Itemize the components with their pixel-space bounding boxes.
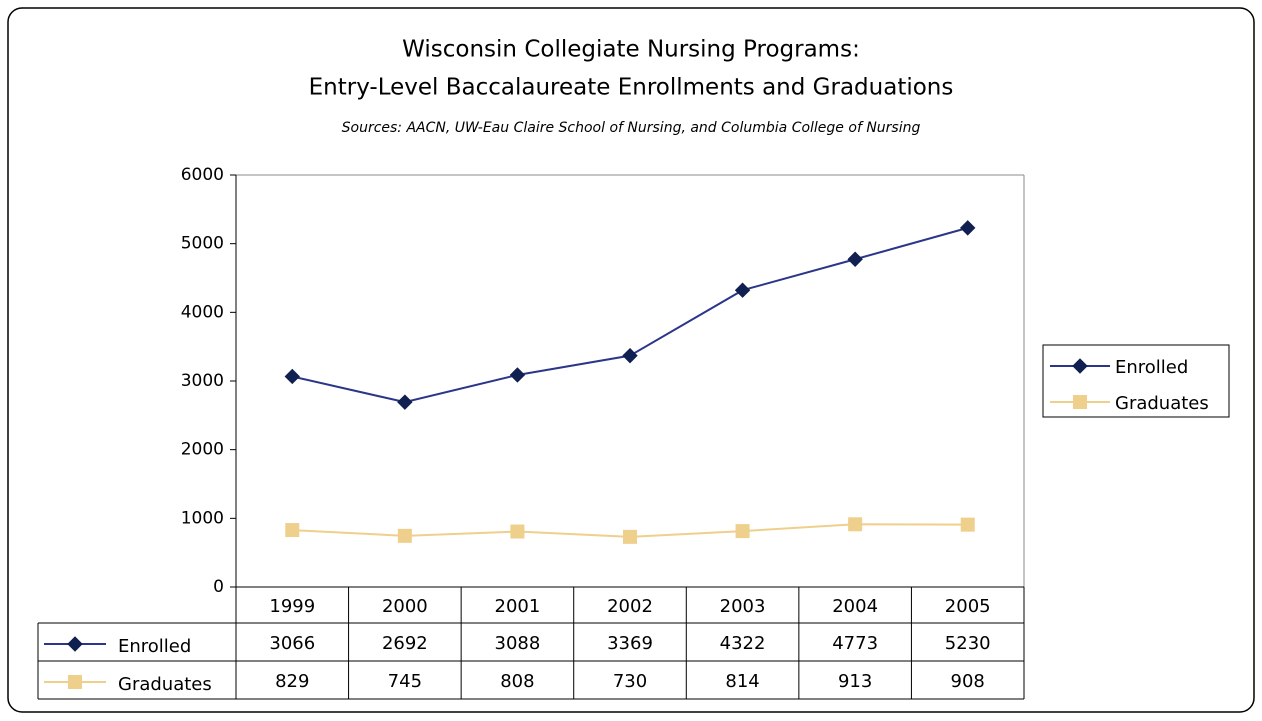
x-tick-label: 2004: [832, 596, 878, 617]
table-row-label: Enrolled: [118, 636, 191, 657]
data-point: [848, 517, 863, 532]
data-point: [510, 524, 525, 539]
data-point: [960, 517, 975, 532]
data-point: [509, 367, 526, 383]
y-tick-label: 1000: [181, 508, 224, 528]
y-tick-label: 3000: [181, 371, 224, 391]
table-cell: 5230: [945, 633, 991, 654]
data-point: [623, 529, 637, 544]
data-point: [960, 220, 976, 236]
x-tick-label: 2002: [607, 596, 653, 617]
y-tick-label: 2000: [181, 440, 224, 460]
data-point: [735, 524, 750, 539]
data-point: [622, 347, 638, 364]
table-cell: 913: [838, 671, 872, 692]
y-tick-label: 0: [213, 577, 224, 597]
y-tick-label: 6000: [181, 165, 224, 185]
chart-title: Entry-Level Baccalaureate Enrollments an…: [309, 75, 954, 101]
x-tick-label: 2000: [382, 596, 428, 617]
x-tick-label: 2005: [945, 596, 991, 617]
table-cell: 745: [388, 671, 422, 692]
data-point: [847, 251, 863, 267]
x-tick-label: 1999: [269, 596, 315, 617]
table-cell: 3088: [495, 633, 541, 654]
legend-label: Graduates: [1115, 393, 1209, 414]
y-tick-label: 4000: [181, 302, 224, 322]
table-cell: 808: [500, 671, 534, 692]
data-point: [397, 528, 412, 543]
table-cell: 3066: [269, 633, 315, 654]
table-key-marker: [67, 636, 83, 652]
legend-label: Enrolled: [1115, 357, 1188, 378]
data-point: [734, 282, 751, 298]
table-cell: 3369: [607, 633, 653, 654]
chart-subtitle: Sources: AACN, UW-Eau Claire School of N…: [342, 120, 921, 136]
x-tick-label: 2001: [495, 596, 541, 617]
table-cell: 829: [275, 671, 309, 692]
table-cell: 730: [613, 671, 647, 692]
table-row-label: Graduates: [118, 674, 212, 695]
data-point: [285, 523, 300, 538]
x-tick-label: 2003: [720, 596, 766, 617]
table-cell: 908: [951, 671, 985, 692]
y-tick-label: 5000: [181, 234, 224, 254]
data-point: [284, 368, 300, 385]
chart-title: Wisconsin Collegiate Nursing Programs:: [402, 37, 860, 63]
table-cell: 2692: [382, 633, 428, 654]
table-cell: 4773: [832, 633, 878, 654]
table-key-marker: [68, 675, 82, 689]
data-point: [397, 394, 413, 410]
table-cell: 814: [725, 671, 759, 692]
legend-key-marker: [1073, 395, 1087, 409]
legend-key-marker: [1072, 358, 1088, 374]
table-cell: 4322: [720, 633, 766, 654]
